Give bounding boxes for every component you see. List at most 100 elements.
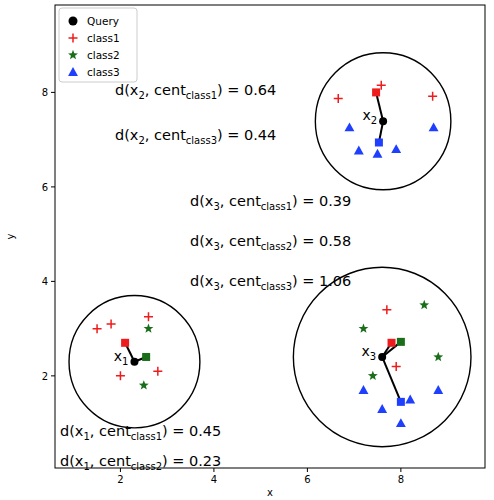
annotation: d(x3, centclass1) = 0.39 bbox=[190, 193, 351, 212]
annotation: d(x3, centclass2) = 0.58 bbox=[190, 233, 351, 252]
subscript: 3 bbox=[370, 351, 376, 362]
centroid bbox=[397, 338, 405, 346]
query-point bbox=[379, 117, 387, 125]
class-point bbox=[392, 362, 401, 371]
label-part: x bbox=[362, 107, 370, 123]
class-point bbox=[433, 385, 443, 394]
legend-label: class2 bbox=[87, 49, 120, 61]
annotation-part: , cent bbox=[90, 423, 131, 439]
class-point bbox=[144, 323, 154, 332]
annotation: d(x1, centclass2) = 0.23 bbox=[60, 453, 221, 472]
legend-marker bbox=[68, 67, 78, 76]
query-label: x2 bbox=[362, 107, 377, 126]
class-point bbox=[107, 319, 116, 328]
legend-label: Query bbox=[87, 15, 119, 27]
class-point bbox=[359, 385, 369, 394]
annotation: d(x2, centclass1) = 0.64 bbox=[115, 82, 276, 101]
annotation-part: , cent bbox=[90, 453, 131, 469]
annotation-part: , cent bbox=[145, 127, 186, 143]
class-point bbox=[396, 418, 406, 427]
class-point bbox=[377, 404, 387, 413]
centroid bbox=[397, 398, 405, 406]
y-tick-label: 4 bbox=[42, 276, 48, 287]
chart: 24682468xyx1x2x3d(x2, centclass1) = 0.64… bbox=[0, 0, 494, 500]
class-point bbox=[433, 352, 443, 361]
annotation-part: ) = 0.39 bbox=[292, 193, 351, 209]
class-point bbox=[405, 395, 415, 404]
annotation-part: d(x bbox=[190, 193, 214, 209]
annotation: d(x1, centclass1) = 0.45 bbox=[60, 423, 221, 442]
annotation-part: , cent bbox=[220, 193, 261, 209]
class-point bbox=[345, 122, 355, 131]
annotation-part: d(x bbox=[60, 453, 84, 469]
label-part: x bbox=[114, 348, 122, 364]
centroid bbox=[142, 353, 150, 361]
subscript: class3 bbox=[186, 135, 217, 146]
annotation-part: ) = 0.44 bbox=[217, 127, 276, 143]
plot-bg bbox=[55, 5, 485, 468]
y-tick bbox=[51, 92, 55, 93]
legend-marker bbox=[69, 34, 78, 43]
class-point bbox=[153, 367, 162, 376]
x-tick bbox=[400, 468, 401, 472]
x-tick-label: 8 bbox=[398, 474, 404, 485]
subscript: class2 bbox=[131, 461, 162, 472]
y-tick bbox=[51, 375, 55, 376]
annotation: d(x3, centclass3) = 1.06 bbox=[190, 273, 351, 292]
annotation-part: ) = 0.64 bbox=[217, 82, 276, 98]
class-point bbox=[373, 149, 383, 158]
query-label: x1 bbox=[114, 348, 129, 367]
y-tick-label: 6 bbox=[42, 182, 48, 193]
centroid bbox=[375, 138, 383, 146]
x-axis-label: x bbox=[267, 487, 273, 498]
subscript: 1 bbox=[122, 356, 128, 367]
subscript: class1 bbox=[186, 90, 217, 101]
annotation-part: ) = 0.58 bbox=[292, 233, 351, 249]
y-tick bbox=[51, 281, 55, 282]
annotation-part: ) = 0.45 bbox=[162, 423, 221, 439]
class-point bbox=[93, 324, 102, 333]
y-tick-label: 2 bbox=[42, 371, 48, 382]
class-point bbox=[144, 312, 153, 321]
class-point bbox=[359, 323, 369, 332]
y-tick-label: 8 bbox=[42, 87, 48, 98]
class-point bbox=[334, 94, 343, 103]
annotation-part: d(x bbox=[190, 273, 214, 289]
query-label: x3 bbox=[362, 343, 377, 362]
subscript: class3 bbox=[261, 281, 292, 292]
class-point bbox=[116, 371, 125, 380]
legend-box bbox=[59, 8, 137, 82]
subscript: class1 bbox=[261, 201, 292, 212]
x-tick-label: 4 bbox=[211, 474, 217, 485]
centroid bbox=[121, 339, 129, 347]
plot-frame bbox=[55, 5, 485, 468]
class-point bbox=[368, 371, 378, 380]
legend-label: class1 bbox=[87, 32, 120, 44]
legend-marker bbox=[69, 17, 78, 26]
query-point bbox=[378, 353, 386, 361]
class-point bbox=[429, 122, 439, 131]
x-tick-label: 2 bbox=[117, 474, 123, 485]
annotation-part: d(x bbox=[190, 233, 214, 249]
y-tick bbox=[51, 186, 55, 187]
y-axis-label: y bbox=[5, 233, 16, 239]
neighborhood-circle bbox=[69, 296, 200, 428]
centroid-link bbox=[382, 357, 401, 402]
query-point bbox=[130, 358, 138, 366]
class-point bbox=[139, 380, 149, 389]
x-tick-label: 6 bbox=[304, 474, 310, 485]
class-point bbox=[428, 92, 437, 101]
centroid bbox=[388, 339, 396, 347]
annotation-part: , cent bbox=[220, 233, 261, 249]
annotation-part: ) = 1.06 bbox=[292, 273, 351, 289]
class-point bbox=[419, 300, 429, 309]
centroid bbox=[372, 88, 380, 96]
plot-area bbox=[69, 53, 471, 447]
annotation-part: , cent bbox=[145, 82, 186, 98]
annotation-part: d(x bbox=[115, 82, 139, 98]
annotation-part: d(x bbox=[115, 127, 139, 143]
legend: Query class1 class2 class3 bbox=[59, 8, 137, 82]
centroid-link bbox=[376, 92, 383, 121]
legend-label: class3 bbox=[87, 66, 120, 78]
annotation: d(x2, centclass3) = 0.44 bbox=[115, 127, 276, 146]
